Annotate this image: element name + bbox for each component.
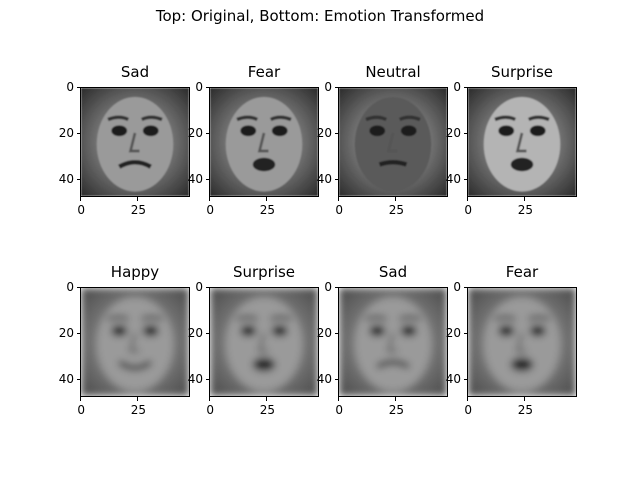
y-tick-label: 0 [175,80,210,94]
figure-suptitle: Top: Original, Bottom: Emotion Transform… [155,7,485,25]
y-tick-label: 40 [304,172,339,186]
panel-title: Surprise [232,263,296,281]
panel-title: Surprise [490,63,554,81]
y-tick-label: 0 [433,280,468,294]
face-panel-bottom-fear: Fear [467,263,577,397]
x-tick-label: 0 [195,397,225,417]
face-image [80,87,190,197]
face-panel-top-surprise: Surprise [467,63,577,197]
y-tick-label: 20 [433,326,468,340]
panel-title: Fear [247,63,281,81]
y-tick-label: 40 [433,372,468,386]
face-image [80,287,190,397]
face-image [338,87,448,197]
face-panel-top-sad: Sad [80,63,190,197]
x-tick-label: 25 [381,197,411,217]
x-tick-label: 0 [195,197,225,217]
x-tick-label: 0 [453,397,483,417]
x-tick-label: 25 [123,397,153,417]
y-tick-label: 40 [46,372,81,386]
y-tick-label: 40 [433,172,468,186]
y-tick-label: 0 [304,80,339,94]
y-tick-label: 20 [433,126,468,140]
x-tick-label: 25 [252,397,282,417]
x-tick-label: 25 [510,397,540,417]
x-tick-label: 0 [453,197,483,217]
face-image [467,87,577,197]
y-tick-label: 40 [175,172,210,186]
x-tick-label: 25 [510,197,540,217]
face-image [209,87,319,197]
face-image [338,287,448,397]
panel-title: Sad [378,263,408,281]
x-tick-label: 25 [123,197,153,217]
panel-title: Sad [120,63,150,81]
panel-title: Neutral [365,63,421,81]
y-tick-label: 20 [304,126,339,140]
x-tick-label: 0 [66,197,96,217]
face-panel-bottom-surprise: Surprise [209,263,319,397]
y-tick-label: 0 [175,280,210,294]
y-tick-label: 40 [175,372,210,386]
x-tick-label: 0 [66,397,96,417]
x-tick-label: 25 [381,397,411,417]
panel-title: Fear [505,263,539,281]
face-image [467,287,577,397]
face-panel-top-fear: Fear [209,63,319,197]
face-panel-bottom-happy: Happy [80,263,190,397]
y-tick-label: 0 [46,80,81,94]
y-tick-label: 20 [175,126,210,140]
face-image [209,287,319,397]
x-tick-label: 0 [324,197,354,217]
panel-title: Happy [110,263,160,281]
y-tick-label: 20 [46,126,81,140]
x-tick-label: 0 [324,397,354,417]
y-tick-label: 0 [46,280,81,294]
y-tick-label: 20 [46,326,81,340]
face-panel-bottom-sad: Sad [338,263,448,397]
y-tick-label: 20 [175,326,210,340]
y-tick-label: 0 [304,280,339,294]
x-tick-label: 25 [252,197,282,217]
y-tick-label: 40 [304,372,339,386]
y-tick-label: 20 [304,326,339,340]
face-panel-top-neutral: Neutral [338,63,448,197]
y-tick-label: 40 [46,172,81,186]
y-tick-label: 0 [433,80,468,94]
